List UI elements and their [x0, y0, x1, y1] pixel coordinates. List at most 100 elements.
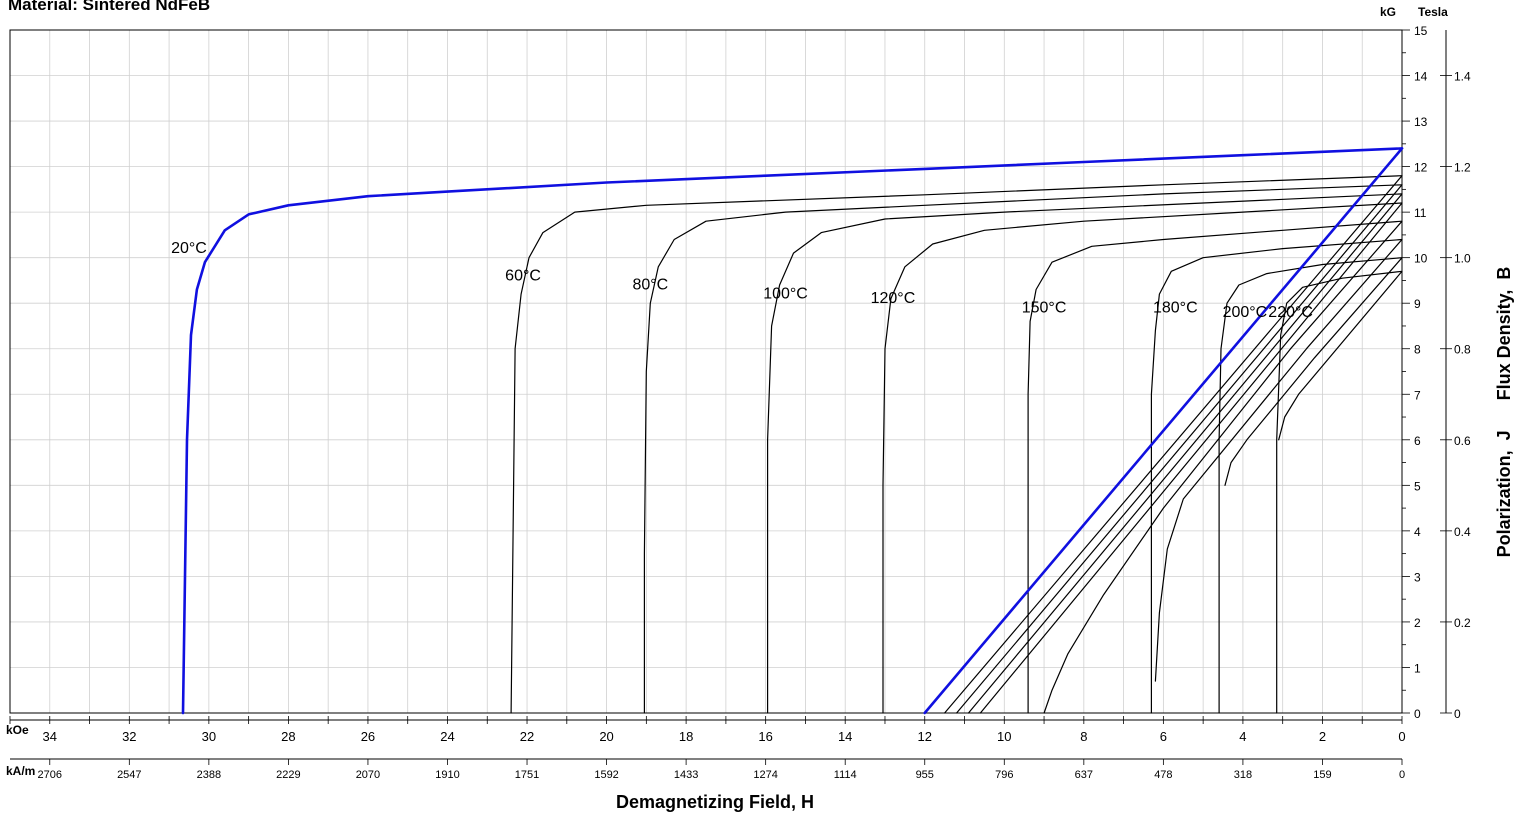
x-tick-label-koe: 20 — [599, 729, 613, 744]
series-line-3 — [767, 193, 1403, 714]
series-line-12 — [967, 193, 1403, 714]
x-tick-label-kam: 796 — [995, 769, 1013, 781]
x-axis-label: Demagnetizing Field, H — [616, 792, 814, 812]
series-line-9 — [923, 147, 1404, 715]
x-tick-label-kam: 1751 — [515, 769, 539, 781]
series-line-4 — [882, 202, 1403, 714]
y-tick-label-tesla: 1.2 — [1454, 161, 1471, 175]
x-tick-label-koe: 26 — [361, 729, 375, 744]
y-tick-label-kg: 9 — [1414, 297, 1421, 311]
x-tick-label-koe: 32 — [122, 729, 136, 744]
series-line-17 — [1278, 270, 1403, 441]
x-unit-primary: kOe — [6, 723, 29, 737]
y-ticks: 012345678910111213141500.20.40.60.81.01.… — [1402, 24, 1471, 721]
y-tick-label-tesla: 0 — [1454, 707, 1461, 721]
y-tick-label-tesla: 0.4 — [1454, 525, 1471, 539]
series-label-8: 220°C — [1268, 304, 1313, 321]
x-tick-label-kam: 2706 — [38, 769, 62, 781]
y-tick-label-tesla: 1.4 — [1454, 70, 1471, 84]
x-tick-label-kam: 637 — [1075, 769, 1093, 781]
x-tick-label-koe: 2 — [1319, 729, 1326, 744]
series-label-5: 150°C — [1022, 299, 1067, 316]
series-label-0: 20°C — [171, 240, 207, 257]
x-tick-label-koe: 12 — [918, 729, 932, 744]
series-label-3: 100°C — [763, 286, 808, 303]
x-tick-label-kam: 1910 — [435, 769, 459, 781]
x-tick-label-kam: 0 — [1399, 769, 1405, 781]
x-tick-label-kam: 1433 — [674, 769, 698, 781]
x-tick-label-kam: 955 — [916, 769, 934, 781]
x-tick-label-koe: 34 — [43, 729, 57, 744]
y-tick-label-tesla: 0.2 — [1454, 616, 1471, 630]
series-line-15 — [1154, 238, 1403, 682]
y-unit-primary: kG — [1380, 5, 1396, 19]
series-label-7: 200°C — [1223, 304, 1268, 321]
x-tick-label-koe: 0 — [1398, 729, 1405, 744]
series-line-6 — [1150, 238, 1403, 714]
series-line-2 — [643, 184, 1403, 714]
y-tick-label-kg: 6 — [1414, 434, 1421, 448]
series-line-14 — [1043, 220, 1403, 714]
x-tick-label-koe: 6 — [1160, 729, 1167, 744]
plot-frame — [9, 29, 1403, 714]
series-line-11 — [956, 184, 1403, 714]
x-tick-label-koe: 18 — [679, 729, 693, 744]
x-tick-label-koe: 28 — [281, 729, 295, 744]
y-tick-label-kg: 4 — [1414, 525, 1421, 539]
y-tick-label-kg: 14 — [1414, 70, 1428, 84]
x-tick-label-koe: 22 — [520, 729, 534, 744]
y-tick-label-kg: 13 — [1414, 115, 1428, 129]
y-unit-secondary: Tesla — [1418, 5, 1448, 19]
x-tick-label-kam: 2388 — [197, 769, 221, 781]
y-tick-label-kg: 7 — [1414, 388, 1421, 402]
chart-title: Material: Sintered NdFeB — [8, 0, 210, 14]
y-tick-label-kg: 8 — [1414, 343, 1421, 357]
y-tick-label-kg: 11 — [1414, 206, 1427, 220]
x-tick-label-koe: 10 — [997, 729, 1011, 744]
series-label-4: 120°C — [871, 290, 916, 307]
x-tick-label-koe: 24 — [440, 729, 454, 744]
x-tick-label-kam: 2070 — [356, 769, 380, 781]
series-label-2: 80°C — [632, 277, 668, 294]
series-group — [181, 147, 1404, 715]
x-tick-label-koe: 4 — [1239, 729, 1246, 744]
x-tick-label-kam: 2229 — [276, 769, 300, 781]
x-tick-label-koe: 14 — [838, 729, 852, 744]
x-tick-label-kam: 1114 — [834, 769, 857, 781]
x-tick-label-kam: 2547 — [117, 769, 141, 781]
y-tick-label-kg: 10 — [1414, 252, 1428, 266]
y-tick-label-kg: 0 — [1414, 707, 1421, 721]
series-label-1: 60°C — [505, 267, 541, 284]
axes — [9, 29, 1403, 714]
grid — [10, 30, 1402, 713]
y-tick-label-kg: 2 — [1414, 616, 1421, 630]
series-line-10 — [944, 175, 1403, 714]
x-tick-label-koe: 16 — [758, 729, 772, 744]
y-tick-label-tesla: 0.6 — [1454, 434, 1471, 448]
series-line-8 — [1276, 270, 1403, 714]
x-tick-label-kam: 318 — [1234, 769, 1252, 781]
y-tick-label-kg: 12 — [1414, 161, 1428, 175]
y-tick-label-tesla: 1.0 — [1454, 252, 1471, 266]
y-tick-label-kg: 3 — [1414, 570, 1421, 584]
series-line-0 — [181, 147, 1404, 715]
y-tick-label-tesla: 0.8 — [1454, 343, 1471, 357]
x-tick-label-kam: 1274 — [753, 769, 777, 781]
x-tick-label-kam: 159 — [1313, 769, 1331, 781]
x-tick-label-koe: 30 — [202, 729, 216, 744]
y-tick-label-kg: 5 — [1414, 479, 1421, 493]
series-line-1 — [510, 175, 1403, 714]
series-label-6: 180°C — [1153, 299, 1198, 316]
y-tick-label-kg: 15 — [1414, 24, 1428, 38]
series-line-13 — [979, 202, 1403, 714]
y-tick-label-kg: 1 — [1414, 661, 1421, 675]
y-axis-label: Polarization, J Flux Density, B — [1494, 267, 1514, 558]
x-unit-secondary: kA/m — [6, 764, 35, 778]
x-tick-label-kam: 478 — [1154, 769, 1172, 781]
x-tick-label-koe: 8 — [1080, 729, 1087, 744]
series-labels: 20°C 60°C 80°C 100°C 120°C 150°C 180°C 200°C 220… — [171, 240, 1313, 321]
series-line-16 — [1224, 257, 1403, 486]
x-tick-label-kam: 1592 — [594, 769, 618, 781]
